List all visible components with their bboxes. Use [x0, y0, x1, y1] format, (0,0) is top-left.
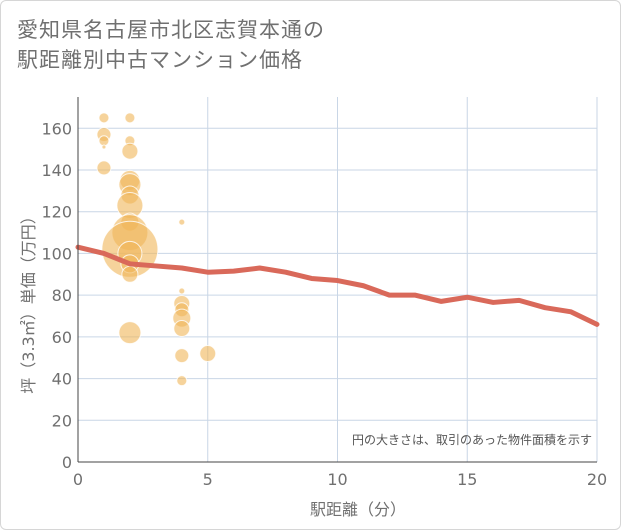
size-note: 円の大きさは、取引のあった物件面積を示す: [352, 432, 592, 447]
y-axis-label: 坪（3.3㎡）単価（万円）: [19, 208, 38, 393]
y-tick-label: 60: [52, 328, 72, 347]
bubble-point: [173, 320, 191, 338]
bubble-point: [98, 135, 110, 147]
bubble-layer: [96, 112, 217, 387]
grid-lines: [78, 97, 598, 462]
bubble-point: [118, 321, 142, 345]
axes: [77, 97, 597, 463]
x-axis-label: 駅距離（分）: [310, 500, 406, 519]
bubble-point: [176, 375, 188, 387]
x-tick-label: 10: [327, 470, 347, 489]
y-tick-label: 0: [62, 453, 72, 472]
y-tick-label: 80: [52, 286, 72, 305]
bubble-point: [98, 112, 110, 124]
bubble-point: [124, 112, 136, 124]
x-tick-label: 20: [587, 470, 607, 489]
y-tick-label: 100: [41, 244, 72, 263]
trend-line-0: [75, 244, 600, 327]
trend-line-layer: [75, 244, 600, 327]
chart-title-line-2: 駅距離別中古マンション価格: [17, 48, 303, 72]
y-tick-label: 120: [41, 203, 72, 222]
bubble-point: [178, 218, 186, 226]
bubble-point: [121, 142, 139, 160]
bubble-point: [178, 287, 186, 295]
y-tick-label: 20: [52, 411, 72, 430]
bubble-point: [121, 265, 139, 283]
bubble-point: [96, 160, 112, 176]
tick-labels: 0 5 10 15 20 0 20 40 60 80 100 120 140 160: [41, 119, 607, 489]
bubble-point: [101, 144, 107, 150]
x-tick-label: 0: [73, 470, 83, 489]
y-tick-label: 40: [52, 370, 72, 389]
chart-title: 愛知県名古屋市北区志賀本通の 駅距離別中古マンション価格: [17, 15, 325, 75]
bubble-point: [174, 348, 190, 364]
y-tick-label: 160: [41, 119, 72, 138]
y-tick-label: 140: [41, 161, 72, 180]
chart-title-line-1: 愛知県名古屋市北区志賀本通の: [17, 18, 325, 42]
x-tick-label: 15: [457, 470, 477, 489]
x-tick-label: 5: [203, 470, 213, 489]
bubble-point: [199, 345, 217, 363]
